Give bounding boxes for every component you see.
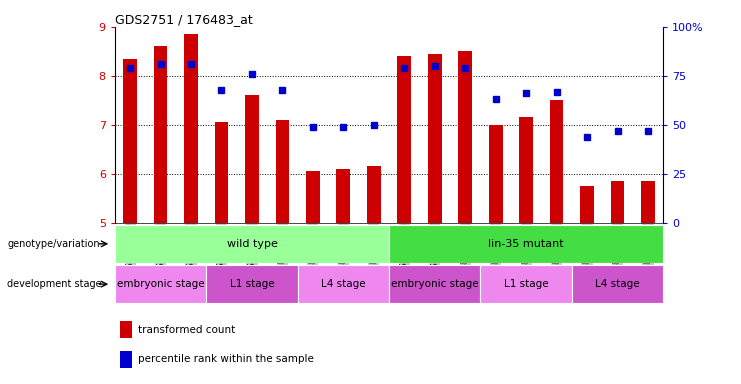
Bar (298, 265, 389, 303)
Text: percentile rank within the sample: percentile rank within the sample (138, 354, 313, 364)
Bar (153, 46, 167, 223)
Text: lin-35 mutant: lin-35 mutant (488, 239, 564, 249)
Text: L4 stage: L4 stage (595, 279, 639, 289)
Text: development stage: development stage (7, 279, 102, 289)
Bar (306, 171, 319, 223)
Bar (459, 51, 472, 223)
Bar (206, 265, 298, 303)
Bar (120, 321, 133, 338)
Text: GDS2751 / 176483_at: GDS2751 / 176483_at (115, 13, 253, 26)
Bar (389, 265, 480, 303)
Bar (580, 186, 594, 223)
Text: wild type: wild type (227, 239, 277, 249)
Bar (428, 54, 442, 223)
Bar (336, 169, 350, 223)
Bar (185, 34, 198, 223)
Bar (389, 225, 663, 263)
Bar (519, 118, 533, 223)
Bar (215, 122, 228, 223)
Bar (123, 59, 137, 223)
Text: L1 stage: L1 stage (504, 279, 548, 289)
Bar (367, 166, 381, 223)
Bar (115, 265, 206, 303)
Bar (641, 181, 655, 223)
Text: genotype/variation: genotype/variation (7, 239, 100, 249)
Bar (611, 181, 625, 223)
Text: transformed count: transformed count (138, 324, 235, 334)
Bar (397, 56, 411, 223)
Text: embryonic stage: embryonic stage (117, 279, 205, 289)
Bar (245, 96, 259, 223)
Bar (115, 225, 389, 263)
Bar (489, 125, 502, 223)
Bar (480, 265, 572, 303)
Text: L1 stage: L1 stage (230, 279, 274, 289)
Bar (276, 120, 289, 223)
Bar (550, 100, 563, 223)
Bar (572, 265, 663, 303)
Text: embryonic stage: embryonic stage (391, 279, 479, 289)
Bar (120, 351, 133, 368)
Text: L4 stage: L4 stage (321, 279, 365, 289)
